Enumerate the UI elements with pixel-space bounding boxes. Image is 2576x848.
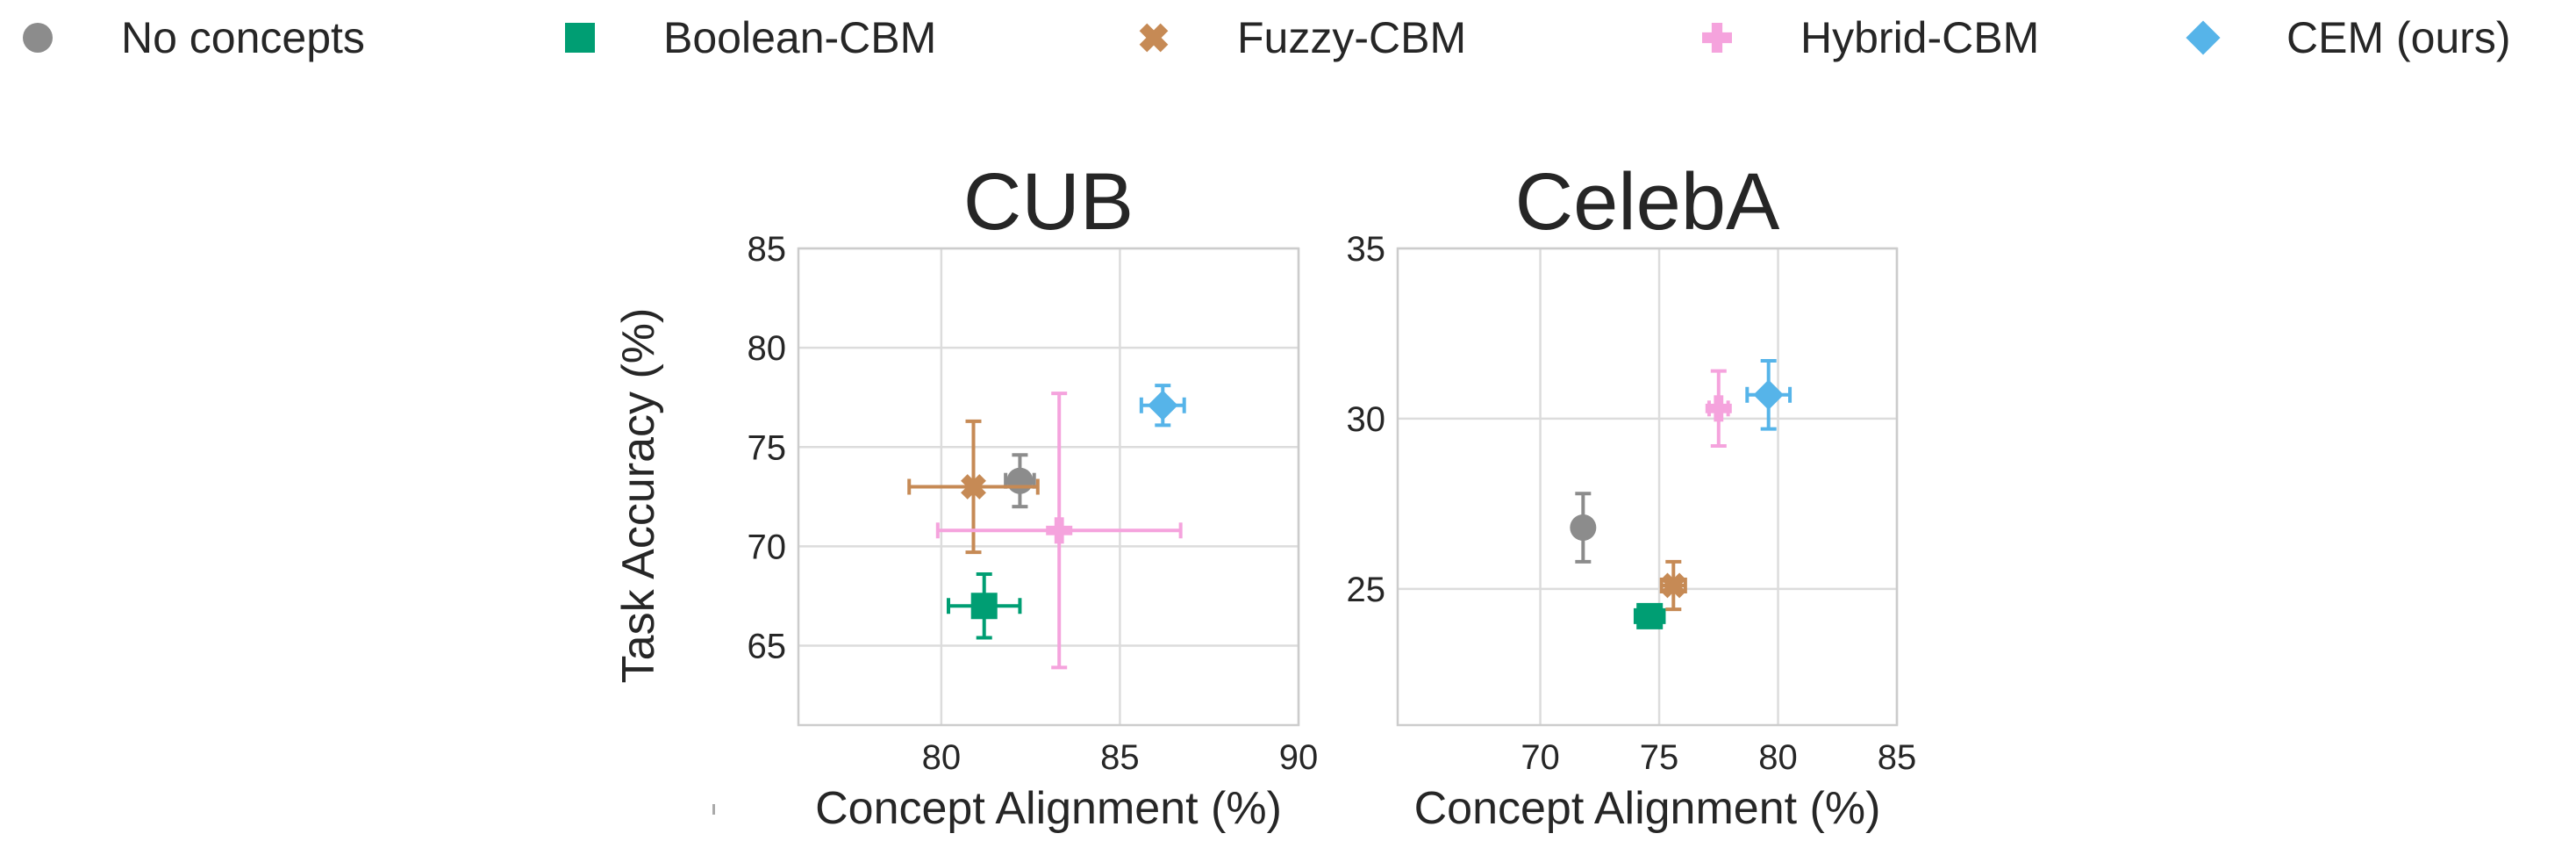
legend-label-boolean-cbm: Boolean-CBM — [663, 13, 937, 62]
x-tick-label: 70 — [1521, 738, 1560, 777]
data-point-hybrid-cbm — [935, 392, 1183, 670]
legend-marker-fuzzy-cbm — [1139, 23, 1169, 53]
y-tick-label: 85 — [748, 230, 787, 269]
legend-label-cem-ours: CEM (ours) — [2286, 13, 2511, 62]
x-tick-label: 85 — [1100, 738, 1140, 777]
legend-item-hybrid-cbm: Hybrid-CBM — [1695, 7, 2039, 68]
legend-item-no-concepts: No concepts — [16, 7, 365, 68]
data-point-fuzzy-cbm — [1659, 559, 1687, 612]
panel-title: CelebA — [1515, 157, 1780, 247]
marker-boolean-cbm — [970, 593, 998, 620]
panel-cub: 80 85 90 65 70 75 80 85 CUB Concept Alignment (%)… — [613, 157, 1318, 834]
panel-title: CUB — [963, 157, 1134, 247]
y-tick-label: 25 — [1347, 571, 1386, 609]
marker-no-concepts — [1006, 467, 1034, 494]
marker-no-concepts — [1570, 514, 1597, 542]
y-tick-label: 35 — [1347, 230, 1386, 269]
legend-item-fuzzy-cbm: Fuzzy-CBM — [1132, 7, 1466, 68]
marker-boolean-cbm — [1636, 602, 1664, 629]
y-tick-label: 75 — [748, 428, 787, 467]
y-tick-label: 70 — [748, 528, 787, 566]
marker-cem-ours — [1753, 379, 1784, 411]
x-tick-label: 80 — [1758, 738, 1798, 777]
legend-marker-boolean-cbm — [565, 23, 595, 53]
data-point-no-concepts — [1570, 492, 1597, 564]
legend: No concepts Boolean-CBM Fuzzy-CBM Hybrid-CB… — [0, 0, 2576, 79]
legend-label-no-concepts: No concepts — [121, 13, 365, 62]
x-axis-label: Concept Alignment (%) — [815, 783, 1282, 834]
marker-hybrid-cbm — [1705, 395, 1732, 422]
data-point-cem-ours — [1139, 384, 1186, 428]
legend-label-fuzzy-cbm: Fuzzy-CBM — [1237, 13, 1467, 62]
legend-item-cem-ours: CEM (ours) — [2181, 7, 2511, 68]
y-axis-label: Task Accuracy (%) — [613, 308, 664, 684]
x-tick-label: 75 — [1640, 738, 1679, 777]
panel-cub-background — [798, 248, 1299, 725]
legend-marker-hybrid-cbm — [1702, 23, 1732, 53]
panel-cub-frame — [797, 247, 1300, 727]
y-tick-label: 80 — [748, 329, 787, 368]
marker-cem-ours — [1148, 390, 1178, 420]
y-tick-label: 30 — [1347, 400, 1386, 439]
legend-marker-no-concepts — [23, 23, 53, 53]
small-artifact-mark — [712, 804, 715, 815]
data-point-boolean-cbm — [1633, 602, 1666, 629]
x-tick-label: 85 — [1878, 738, 1917, 777]
data-point-cem-ours — [1745, 358, 1792, 431]
legend-marker-cem-ours — [2186, 20, 2221, 55]
data-point-boolean-cbm — [947, 572, 1022, 640]
legend-item-boolean-cbm: Boolean-CBM — [558, 7, 936, 68]
legend-label-hybrid-cbm: Hybrid-CBM — [1800, 13, 2040, 62]
x-tick-label: 80 — [922, 738, 962, 777]
data-point-hybrid-cbm — [1705, 369, 1732, 448]
panel-celeba: 70 75 80 85 25 30 35 CelebA Concept Alignment (%… — [1347, 157, 1917, 834]
marker-hybrid-cbm — [1046, 517, 1073, 544]
panel-celeba-background — [1398, 248, 1897, 725]
x-tick-label: 90 — [1279, 738, 1319, 777]
marker-fuzzy-cbm — [961, 474, 986, 499]
panel-celeba-frame — [1396, 247, 1899, 727]
x-axis-label: Concept Alignment (%) — [1414, 783, 1881, 834]
marker-fuzzy-cbm — [1660, 572, 1686, 599]
y-tick-label: 65 — [748, 628, 787, 666]
